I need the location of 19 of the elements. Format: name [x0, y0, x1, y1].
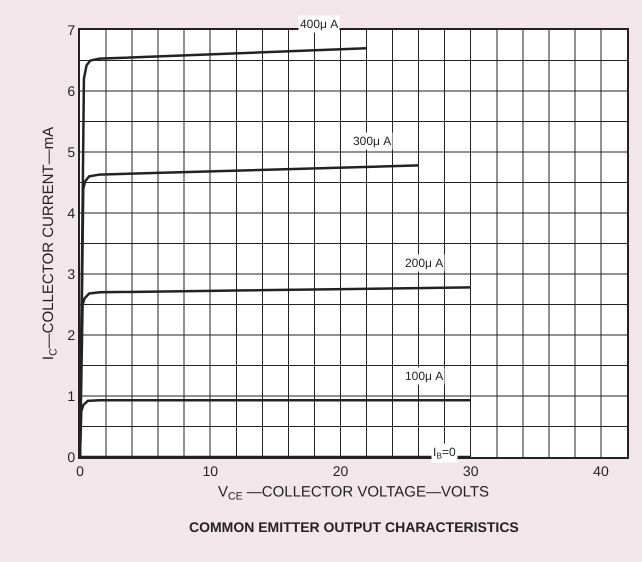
x-tick-label: 10	[202, 462, 218, 479]
y-tick-label: 4	[67, 204, 76, 221]
y-tick-label: 2	[67, 326, 76, 343]
y-tick-label: 0	[67, 448, 76, 465]
y-tick-label: 5	[67, 144, 76, 160]
x-axis-title: V$_{CE}$ —COLLECTOR VOLTAGE—VOLTS	[218, 483, 490, 502]
series-label: I$_{B}$=0	[433, 445, 456, 461]
series-label: 300μ A	[353, 134, 392, 148]
x-tick-label: 40	[593, 462, 609, 479]
y-tick-label: 7	[67, 22, 76, 38]
y-tick-label: 6	[67, 82, 76, 99]
series-label: 100μ A	[405, 369, 444, 383]
series-label: 200μ A	[405, 256, 444, 270]
x-tick-label: 20	[332, 462, 348, 479]
text: COMMON EMITTER OUTPUT CHARACTERISTICS	[189, 519, 519, 535]
series-label: 400μ A	[300, 17, 338, 31]
y-tick-label: 3	[67, 266, 76, 282]
x-tick-label: 30	[462, 462, 479, 479]
y-tick-label: 1	[67, 388, 76, 404]
